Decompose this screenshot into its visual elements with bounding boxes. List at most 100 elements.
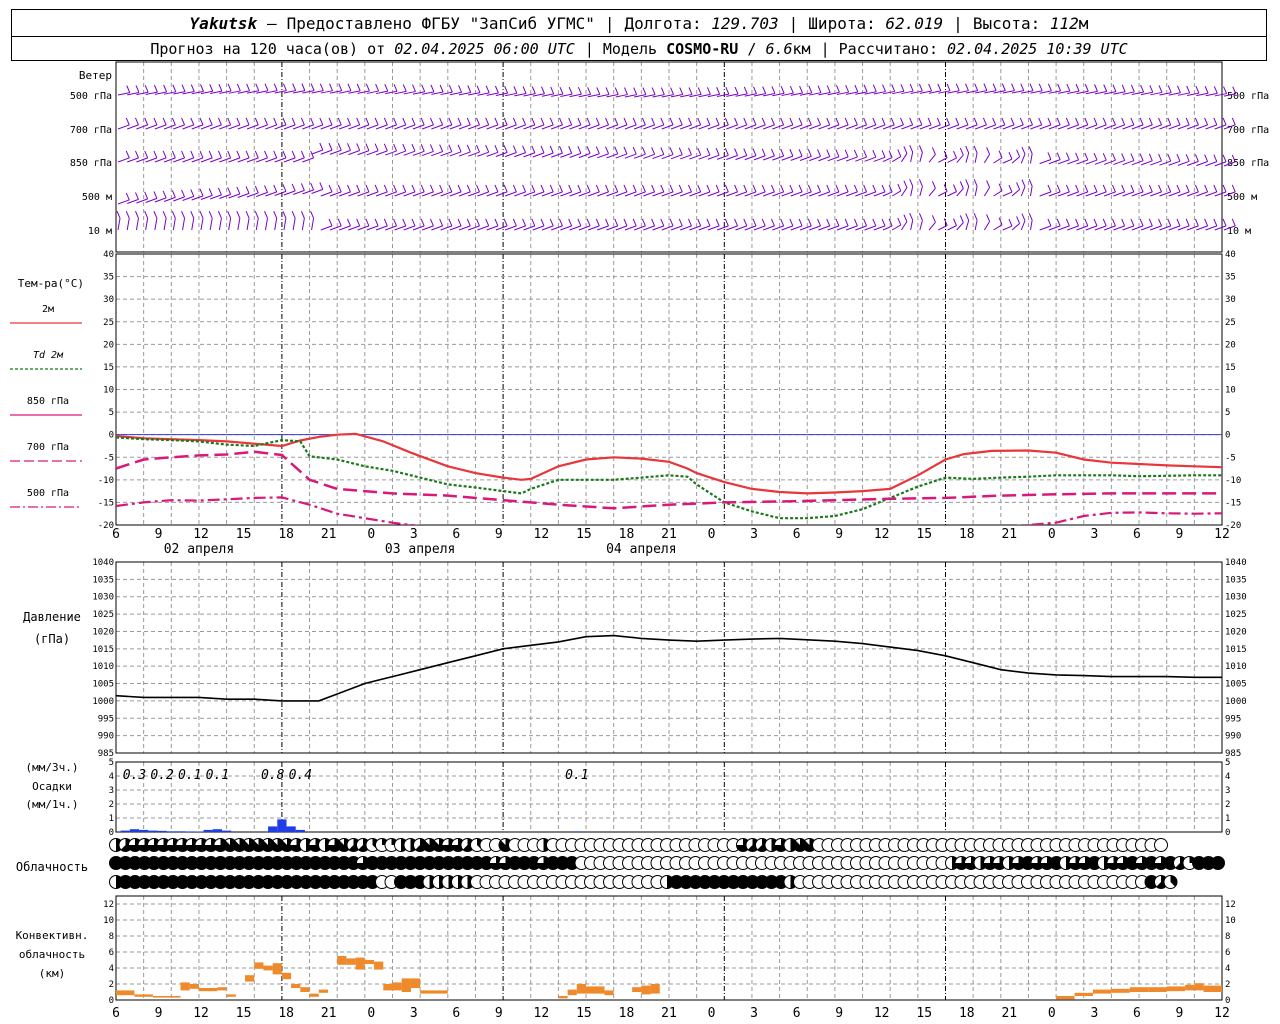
wind-barb-flag bbox=[623, 218, 628, 227]
temp-y-tick-left: -5 bbox=[103, 453, 114, 463]
wind-barb-shaft bbox=[661, 191, 674, 197]
wind-barb-shaft bbox=[339, 191, 351, 197]
wind-barb-shaft bbox=[329, 90, 342, 94]
wind-barb-flag bbox=[402, 218, 407, 227]
wind-barb-shaft bbox=[965, 220, 970, 231]
wind-barb-flag bbox=[448, 184, 453, 193]
wind-barb-flag bbox=[568, 146, 573, 154]
wind-barb-shaft bbox=[965, 90, 978, 94]
wind-barb-flag bbox=[1186, 85, 1191, 94]
wind-barb-flag bbox=[273, 150, 278, 159]
wind-barb-shaft bbox=[670, 225, 683, 231]
wind-barb-shaft bbox=[551, 152, 563, 158]
wind-barb-flag bbox=[199, 150, 204, 159]
wind-barb-shaft bbox=[818, 156, 830, 162]
wind-barb-shaft bbox=[753, 191, 766, 197]
wind-barb-shaft bbox=[375, 150, 388, 156]
cloud-fill-full bbox=[318, 856, 332, 870]
wind-barb-shaft bbox=[551, 191, 563, 197]
wind-barb-flag bbox=[476, 218, 480, 227]
wind-barb-flag bbox=[1056, 152, 1061, 160]
wind-barb-shaft bbox=[127, 157, 139, 163]
conv-cloud-bar bbox=[318, 989, 328, 993]
cloud-symbol bbox=[403, 856, 418, 870]
wind-barb-flag bbox=[245, 210, 250, 219]
wind-barb-shaft bbox=[716, 154, 729, 160]
wind-barb-shaft bbox=[1002, 191, 1013, 197]
pressure-y-tick-left: 1010 bbox=[92, 662, 114, 672]
wind-barb-flag bbox=[651, 87, 656, 95]
wind-barb-flag bbox=[181, 210, 186, 219]
wind-barb-flag bbox=[761, 148, 766, 156]
wind-barb-shaft bbox=[772, 225, 784, 231]
wind-barb-shaft bbox=[265, 191, 277, 197]
wind-barb-shaft bbox=[1113, 159, 1125, 166]
wind-barb-shaft bbox=[348, 150, 360, 156]
wind-barb-shaft bbox=[900, 153, 908, 163]
wind-barb-shaft bbox=[301, 218, 305, 231]
wind-barb-flag bbox=[697, 87, 702, 95]
wind-barb-shaft bbox=[541, 152, 554, 158]
cloud-fill-full bbox=[755, 875, 769, 889]
wind-barb-flag bbox=[872, 150, 877, 158]
cloud-fill-full bbox=[204, 875, 218, 889]
wind-barb-flag bbox=[1158, 184, 1162, 193]
wind-barb-shaft bbox=[1104, 159, 1116, 165]
wind-barb-flag bbox=[383, 218, 388, 227]
wind-barb-shaft bbox=[735, 225, 747, 231]
wind-barb-flag bbox=[218, 83, 223, 92]
wind-barb-flag bbox=[688, 184, 692, 193]
wind-barb-shaft bbox=[246, 192, 259, 198]
wind-barb-shaft bbox=[421, 225, 434, 231]
wind-barb-flag bbox=[762, 86, 767, 94]
wind-barb-flag bbox=[171, 210, 176, 219]
wind-barb-shaft bbox=[809, 191, 821, 197]
wind-barb-flag bbox=[384, 83, 389, 92]
wind-barb-flag bbox=[1194, 117, 1199, 126]
cloud-fill-full bbox=[1202, 856, 1215, 870]
wind-barb-flag bbox=[1223, 86, 1228, 94]
wind-barb-flag bbox=[337, 117, 342, 126]
wind-barb-shaft bbox=[615, 191, 628, 197]
wind-barb-shaft bbox=[1104, 225, 1116, 231]
wind-barb-flag bbox=[863, 218, 868, 227]
wind-barb-flag bbox=[1093, 152, 1098, 161]
wind-barb-flag bbox=[953, 184, 957, 192]
cloud-symbol bbox=[565, 856, 579, 870]
wind-barb-flag bbox=[1148, 153, 1153, 162]
wind-barb-shaft bbox=[836, 156, 849, 162]
wind-barb-flag bbox=[1075, 152, 1080, 161]
wind-barb-shaft bbox=[1048, 191, 1061, 197]
cloud-fill-full bbox=[375, 856, 389, 870]
wind-barb-shaft bbox=[864, 124, 876, 130]
wind-barb-shaft bbox=[209, 194, 222, 200]
conv-hour-tick: 0 bbox=[367, 1006, 375, 1021]
wind-barb-flag bbox=[651, 117, 656, 126]
wind-barb-flag bbox=[549, 145, 554, 154]
wind-barb-shaft bbox=[1039, 159, 1052, 165]
wind-barb-flag bbox=[743, 218, 748, 227]
wind-barb-flag bbox=[1001, 117, 1006, 126]
temp-y-tick-left: -15 bbox=[98, 498, 114, 508]
wind-barb-shaft bbox=[1205, 161, 1218, 167]
wind-barb-shaft bbox=[1094, 225, 1107, 231]
wind-barb-flag bbox=[209, 84, 214, 92]
wind-barb-flag bbox=[347, 184, 351, 193]
cloud-fill-part bbox=[223, 838, 237, 852]
wind-barb-flag bbox=[1204, 86, 1209, 94]
wind-barb-shaft bbox=[707, 124, 720, 130]
cloud-fill-full bbox=[252, 856, 265, 870]
wind-barb-shaft bbox=[182, 157, 194, 163]
wind-barb-flag bbox=[854, 84, 859, 93]
wind-barb-flag bbox=[614, 87, 619, 95]
wind-barb-flag bbox=[844, 117, 849, 126]
wind-barb-shaft bbox=[1020, 220, 1026, 231]
wind-barb-flag bbox=[918, 213, 923, 221]
temp-hour-tick: 15 bbox=[576, 527, 592, 542]
wind-barb-shaft bbox=[855, 191, 867, 197]
wind-barb-flag bbox=[264, 117, 268, 126]
wind-barb-shaft bbox=[348, 90, 361, 94]
wind-barb-flag bbox=[227, 83, 232, 92]
wind-barb-shaft bbox=[753, 155, 766, 161]
wind-barb-flag bbox=[881, 184, 886, 193]
